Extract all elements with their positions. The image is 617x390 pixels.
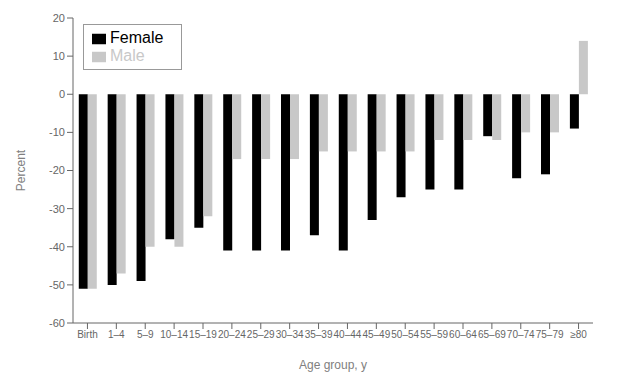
svg-text:10: 10 (53, 50, 65, 62)
svg-text:70–74: 70–74 (507, 329, 535, 340)
svg-text:20–24: 20–24 (218, 329, 246, 340)
svg-text:30–34: 30–34 (276, 329, 304, 340)
svg-text:Birth: Birth (77, 329, 98, 340)
svg-text:15–19: 15–19 (189, 329, 217, 340)
svg-text:Age group, y: Age group, y (299, 358, 367, 372)
svg-text:0: 0 (59, 88, 65, 100)
svg-text:≥80: ≥80 (570, 329, 587, 340)
svg-text:75–79: 75–79 (536, 329, 564, 340)
svg-text:25–29: 25–29 (247, 329, 275, 340)
svg-text:-20: -20 (49, 164, 65, 176)
svg-text:Percent: Percent (14, 149, 28, 191)
svg-text:40–44: 40–44 (334, 329, 362, 340)
svg-text:-30: -30 (49, 203, 65, 215)
svg-text:-60: -60 (49, 317, 65, 329)
svg-text:-10: -10 (49, 126, 65, 138)
svg-text:50–54: 50–54 (391, 329, 419, 340)
svg-text:20: 20 (53, 12, 65, 24)
svg-text:60–64: 60–64 (449, 329, 477, 340)
svg-text:10–14: 10–14 (160, 329, 188, 340)
html-text:Male: Male (110, 47, 145, 64)
svg-text:5–9: 5–9 (137, 329, 154, 340)
svg-text:45–49: 45–49 (362, 329, 390, 340)
svg-text:-40: -40 (49, 241, 65, 253)
svg-text:55–59: 55–59 (420, 329, 448, 340)
html-text:Female: Female (110, 29, 164, 46)
svg-text:1–4: 1–4 (108, 329, 125, 340)
svg-text:-50: -50 (49, 279, 65, 291)
svg-text:65–69: 65–69 (478, 329, 506, 340)
svg-text:35–39: 35–39 (305, 329, 333, 340)
